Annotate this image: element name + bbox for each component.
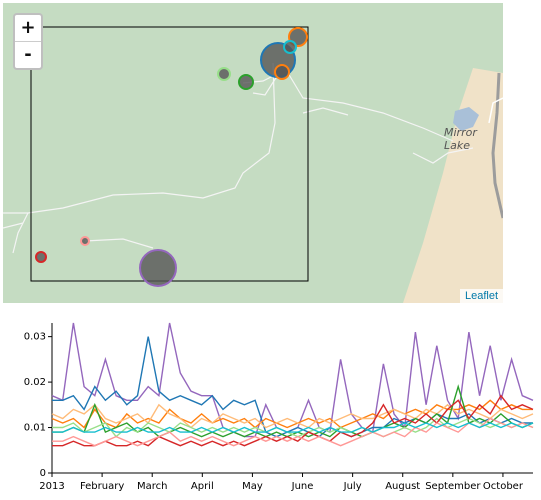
map-tiles (3, 26, 503, 303)
sensor-marker[interactable] (217, 67, 231, 81)
map-view[interactable]: Mirror Lake + - Leaflet (3, 3, 503, 303)
place-label: Mirror Lake (444, 126, 477, 152)
sensor-marker[interactable] (274, 64, 290, 80)
sensor-marker[interactable] (80, 236, 90, 246)
y-tick-label: 0 (40, 468, 46, 479)
series-lines (51, 322, 534, 447)
clearing-area (403, 68, 503, 303)
sensor-marker[interactable] (238, 74, 254, 90)
sensor-marker[interactable] (35, 251, 47, 263)
x-tick-label: February (80, 481, 124, 492)
x-tick-label: 2013 (39, 481, 64, 492)
zoom-in-button[interactable]: + (15, 15, 41, 42)
zoom-out-button[interactable]: - (24, 44, 32, 65)
time-series-chart: 0 0.01 0.02 0.03 2013 February March April May J… (24, 322, 534, 492)
series-line (52, 417, 534, 447)
trails (3, 62, 474, 254)
x-tick-label: October (483, 481, 524, 492)
y-tick-label: 0.01 (24, 423, 46, 434)
main-road (491, 72, 503, 219)
secondary-road (488, 97, 503, 124)
series-line (52, 336, 533, 438)
series-line (52, 422, 534, 433)
y-axis: 0 0.01 0.02 0.03 (24, 323, 53, 479)
zoom-control: + - (13, 13, 43, 70)
mirror-lake (453, 107, 479, 131)
sensor-markers[interactable] (35, 27, 308, 287)
x-tick-label: July (343, 481, 362, 492)
x-tick-label: March (137, 481, 167, 492)
sensor-marker[interactable] (283, 40, 297, 54)
x-tick-label: May (242, 481, 263, 492)
series-line (51, 403, 534, 429)
y-tick-label: 0.03 (24, 332, 46, 343)
x-tick-label: June (291, 481, 314, 492)
y-tick-label: 0.02 (24, 377, 46, 388)
attribution-link[interactable]: Leaflet (459, 289, 503, 303)
x-axis: 2013 February March April May June July August S… (39, 472, 533, 492)
x-tick-label: August (385, 481, 420, 492)
x-tick-label: September (425, 481, 481, 492)
x-tick-label: April (191, 481, 214, 492)
sensor-marker[interactable] (139, 249, 177, 287)
